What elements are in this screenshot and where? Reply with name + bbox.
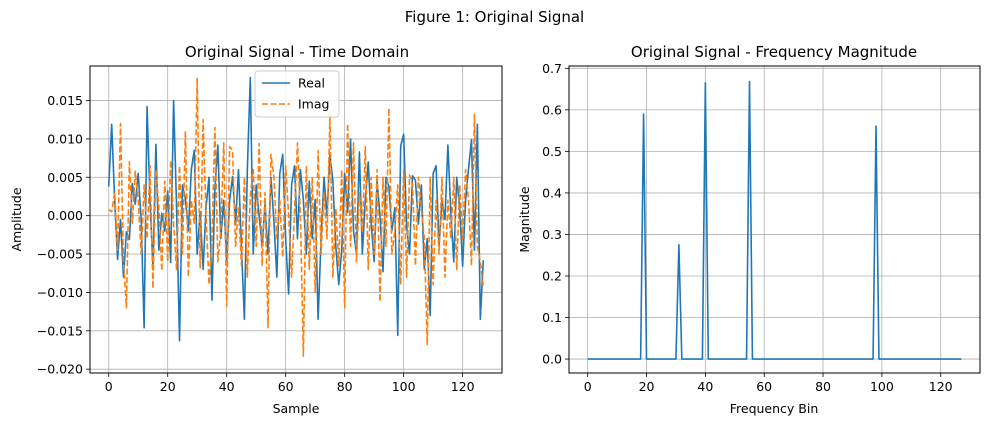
time-domain-ticks: 0 20 40 60 80 100 120 −0.020 −0.015 −0.010 −0.005 0… — [37, 93, 475, 394]
frequency-ytick-label: 0.2 — [542, 268, 562, 283]
time-domain-title: Original Signal - Time Domain — [185, 43, 409, 61]
time-domain-ytick-label: −0.015 — [37, 323, 83, 338]
time-domain-ytick-label: 0.010 — [47, 131, 83, 146]
time-domain-series-real — [107, 76, 485, 342]
frequency-ytick-label: 0.0 — [542, 352, 562, 367]
time-domain-xtick-label: 0 — [105, 379, 113, 394]
time-domain-xtick-label: 40 — [219, 379, 235, 394]
frequency-series-magnitude — [587, 80, 962, 360]
time-domain-ytick-label: −0.020 — [37, 362, 83, 377]
frequency-xtick-label: 80 — [815, 379, 831, 394]
time-domain-xtick-label: 60 — [278, 379, 294, 394]
frequency-title: Original Signal - Frequency Magnitude — [631, 43, 917, 61]
time-domain-xlabel: Sample — [273, 401, 320, 416]
time-domain-frame — [89, 65, 503, 374]
frequency-xtick-label: 120 — [929, 379, 953, 394]
time-domain-xtick-label: 100 — [392, 379, 416, 394]
frequency-xlabel: Frequency Bin — [730, 401, 819, 416]
legend-imag-label: Imag — [298, 97, 329, 112]
frequency-ytick-label: 0.5 — [542, 144, 562, 159]
frequency-ytick-label: 0.1 — [542, 310, 562, 325]
time-domain-ytick-label: −0.010 — [37, 285, 83, 300]
time-domain-legend: Real Imag — [254, 70, 340, 118]
time-domain-xtick-label: 120 — [451, 379, 475, 394]
frequency-xtick-label: 40 — [697, 379, 713, 394]
time-domain-series-imag — [108, 77, 485, 357]
frequency-xtick-label: 0 — [584, 379, 592, 394]
time-domain-xtick-label: 20 — [160, 379, 176, 394]
time-domain-ytick-label: 0.000 — [47, 208, 83, 223]
frequency-ytick-label: 0.7 — [542, 61, 562, 76]
frequency-ticks: 0 20 40 60 80 100 120 0.0 0.1 0.2 0.3 0.4 0.5 0.6 0.7 — [542, 61, 953, 394]
frequency-ytick-label: 0.6 — [542, 102, 562, 117]
time-domain-ytick-label: 0.015 — [47, 93, 83, 108]
frequency-series — [587, 80, 962, 360]
figure-suptitle: Figure 1: Original Signal — [405, 8, 584, 26]
frequency-frame — [568, 65, 981, 374]
frequency-xtick-label: 20 — [639, 379, 655, 394]
frequency-ylabel: Magnitude — [517, 186, 532, 253]
time-domain-ytick-label: −0.005 — [37, 247, 83, 262]
time-domain-axes: Original Signal - Time Domain 0 20 40 60 80 1… — [9, 43, 503, 416]
legend-real-label: Real — [298, 76, 325, 91]
time-domain-series — [107, 76, 485, 357]
frequency-xtick-label: 100 — [870, 379, 894, 394]
frequency-ytick-label: 0.3 — [542, 227, 562, 242]
time-domain-xtick-label: 80 — [337, 379, 353, 394]
time-domain-ylabel: Amplitude — [9, 187, 24, 251]
time-domain-ytick-label: 0.005 — [47, 170, 83, 185]
frequency-xtick-label: 60 — [756, 379, 772, 394]
frequency-axes: Original Signal - Frequency Magnitude 0 2… — [517, 43, 981, 416]
frequency-ytick-label: 0.4 — [542, 185, 562, 200]
